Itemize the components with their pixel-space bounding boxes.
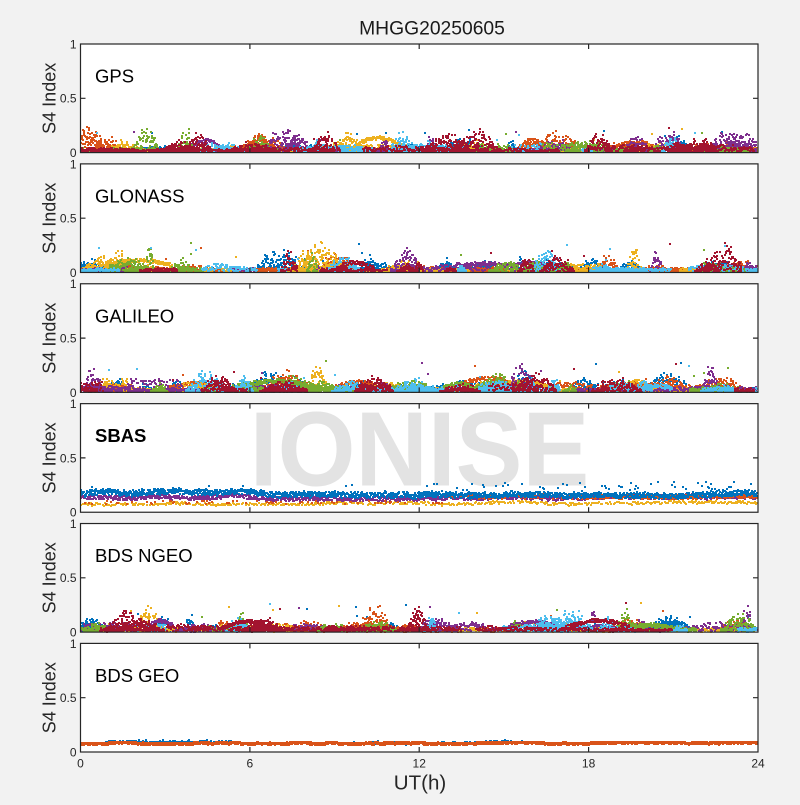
svg-text:1: 1 [70, 157, 77, 171]
svg-text:1: 1 [70, 517, 77, 531]
svg-text:0: 0 [70, 745, 77, 759]
svg-text:0.5: 0.5 [60, 451, 77, 465]
svg-text:1: 1 [70, 277, 77, 291]
svg-text:S4 Index: S4 Index [40, 303, 60, 374]
svg-text:S4 Index: S4 Index [40, 183, 60, 254]
svg-text:0: 0 [77, 757, 84, 771]
svg-text:S4 Index: S4 Index [40, 662, 60, 733]
svg-text:BDS GEO: BDS GEO [95, 665, 179, 686]
svg-text:0.5: 0.5 [60, 571, 77, 585]
svg-text:GPS: GPS [95, 66, 134, 87]
svg-text:6: 6 [247, 757, 254, 771]
svg-text:0: 0 [70, 506, 77, 520]
svg-text:GALILEO: GALILEO [95, 305, 174, 326]
svg-text:BDS NGEO: BDS NGEO [95, 545, 193, 566]
svg-text:0.5: 0.5 [60, 212, 77, 226]
svg-text:IONISE: IONISE [250, 390, 589, 508]
svg-text:SBAS: SBAS [95, 425, 146, 446]
svg-text:0.5: 0.5 [60, 691, 77, 705]
svg-text:UT(h): UT(h) [394, 772, 446, 795]
svg-text:S4 Index: S4 Index [40, 542, 60, 613]
svg-text:1: 1 [70, 637, 77, 651]
svg-text:1: 1 [70, 397, 77, 411]
svg-text:S4 Index: S4 Index [40, 63, 60, 134]
svg-text:24: 24 [751, 757, 765, 771]
svg-text:0.5: 0.5 [60, 332, 77, 346]
svg-text:1: 1 [70, 37, 77, 51]
svg-text:12: 12 [413, 757, 427, 771]
svg-text:0: 0 [70, 146, 77, 160]
svg-text:0: 0 [70, 386, 77, 400]
svg-text:0.5: 0.5 [60, 92, 77, 106]
svg-text:S4 Index: S4 Index [40, 422, 60, 493]
svg-text:0: 0 [70, 626, 77, 640]
svg-text:0: 0 [70, 266, 77, 280]
svg-text:GLONASS: GLONASS [95, 186, 184, 207]
svg-text:18: 18 [582, 757, 596, 771]
svg-text:MHGG20250605: MHGG20250605 [359, 19, 505, 40]
